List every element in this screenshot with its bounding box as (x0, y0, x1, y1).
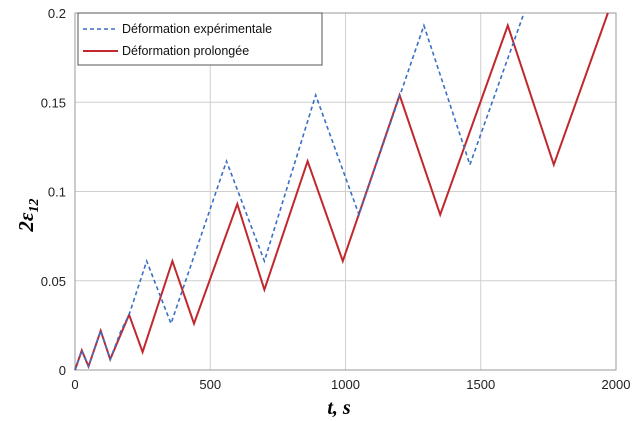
tick-labels: 0 500 1000 1500 2000 0 0.05 0.1 0.15 0.2 (41, 6, 631, 392)
y-tick-label: 0 (59, 363, 66, 378)
x-tick-label: 1500 (466, 377, 495, 392)
legend-box (77, 12, 323, 66)
legend: Déformation expérimentale Déformation pr… (77, 12, 323, 66)
y-axis-title: 2ε12 (14, 198, 42, 232)
y-tick-label: 0.15 (41, 95, 66, 110)
y-tick-label: 0.05 (41, 274, 66, 289)
x-tick-label: 2000 (602, 377, 631, 392)
plot-area-border (74, 12, 617, 371)
y-tick-label: 0.1 (48, 185, 66, 200)
series-line-experimental (74, 12, 525, 371)
series-layer (74, 12, 609, 371)
y-tick-label: 0.2 (48, 6, 66, 21)
y-axis-title-main: 2ε (14, 212, 38, 233)
x-tick-label: 1000 (331, 377, 360, 392)
legend-label-prolonged: Déformation prolongée (122, 44, 249, 58)
series-line-prolonged (74, 12, 609, 371)
legend-label-experimental: Déformation expérimentale (122, 22, 272, 36)
x-tick-label: 0 (71, 377, 78, 392)
x-axis-title: t, s (327, 397, 351, 419)
x-tick-label: 500 (199, 377, 221, 392)
y-axis-title-subscript: 12 (27, 198, 42, 212)
